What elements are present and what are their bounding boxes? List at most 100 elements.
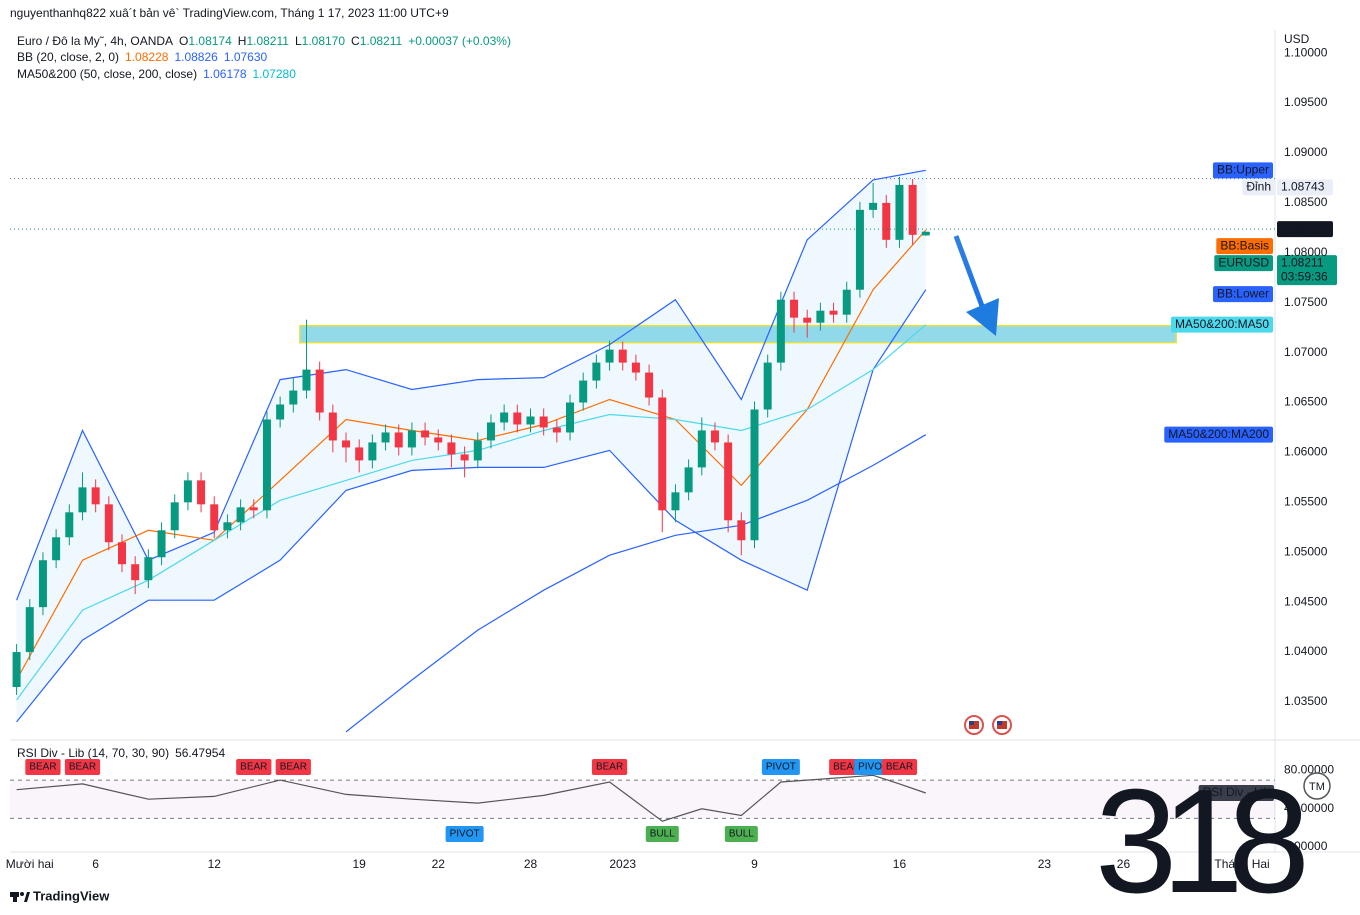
signal-box bbox=[25, 759, 61, 775]
candle-body bbox=[579, 380, 588, 403]
logo-part bbox=[24, 892, 30, 902]
signal-label: PIVOT bbox=[766, 762, 796, 773]
signal-label: BEAR bbox=[886, 762, 913, 773]
candle-body bbox=[249, 507, 258, 511]
candle-body bbox=[368, 442, 377, 461]
watermark-text: 318 bbox=[1095, 759, 1310, 915]
candle-body bbox=[737, 520, 746, 541]
zone bbox=[299, 324, 1177, 344]
candle-body bbox=[355, 447, 364, 461]
candle-body bbox=[262, 419, 271, 511]
candle-body bbox=[170, 502, 179, 531]
signal-label: BEAR bbox=[29, 762, 56, 773]
candle-body bbox=[434, 437, 443, 443]
ohlc-key: L bbox=[295, 34, 302, 48]
price-tag bbox=[1164, 426, 1273, 443]
price-tag bbox=[1212, 162, 1273, 179]
rsi-tag bbox=[1198, 785, 1274, 802]
candle-body bbox=[605, 349, 614, 363]
candle-body bbox=[842, 289, 851, 315]
indicator-name: MA50&200 (50, close, 200, close) bbox=[17, 67, 197, 81]
rsi-title: RSI Div - Lib (14, 70, 30, 90) 56.47954 bbox=[17, 746, 225, 760]
x-tick-label: 12 bbox=[208, 857, 222, 871]
candle-body bbox=[197, 480, 206, 505]
indicator-value: 1.07630 bbox=[224, 50, 268, 64]
candle-body bbox=[882, 202, 891, 240]
candle-body bbox=[460, 454, 469, 461]
arrow-shaft bbox=[953, 235, 985, 307]
candle-body bbox=[25, 607, 34, 653]
overlay-line bbox=[16, 169, 926, 601]
candle-body bbox=[52, 537, 61, 561]
candle-body bbox=[38, 560, 47, 608]
price-tags: BB:Upper Đỉnh 1.08743 1.08237 BB:Basis EURUSD… bbox=[1164, 162, 1337, 443]
candle-body bbox=[829, 310, 838, 315]
candle-body bbox=[302, 369, 311, 391]
y-tick-label: 1.09000 bbox=[1284, 145, 1328, 159]
candle-body bbox=[183, 480, 192, 503]
level-value: 1.08743 bbox=[1281, 180, 1325, 194]
candle-body bbox=[342, 440, 351, 448]
level-value: 1.08237 bbox=[1281, 221, 1325, 235]
y-tick-label: 1.08500 bbox=[1284, 195, 1328, 209]
watermark: 318 TM bbox=[1095, 759, 1331, 915]
candle-body bbox=[118, 542, 127, 565]
ohlc-key: H bbox=[238, 34, 247, 48]
y-tick-label: 1.07000 bbox=[1284, 345, 1328, 359]
price-tag bbox=[1216, 238, 1273, 255]
candle-body bbox=[447, 442, 456, 455]
candle-body bbox=[328, 412, 337, 441]
signal-box bbox=[881, 759, 918, 775]
candle-body bbox=[421, 430, 430, 438]
legend-indicator-line: BB (20, close, 2, 0) 1.08228 1.08826 1.0763… bbox=[17, 50, 268, 64]
price-tag-label: EURUSD bbox=[1218, 255, 1269, 269]
signal-label: BEAR bbox=[69, 762, 96, 773]
signal-box bbox=[236, 759, 272, 775]
signal-box bbox=[445, 826, 484, 842]
signal-label: BEAR bbox=[240, 762, 267, 773]
candle-body bbox=[144, 557, 153, 581]
candle-body bbox=[763, 362, 772, 410]
candle-body bbox=[750, 409, 759, 541]
candle-body bbox=[803, 317, 812, 323]
candle-body bbox=[276, 404, 285, 420]
price-tag-label: BB:Basis bbox=[1220, 238, 1269, 252]
x-tick-label: 6 bbox=[92, 857, 99, 871]
arrow bbox=[953, 235, 999, 336]
candle-body bbox=[539, 416, 548, 428]
change: +0.00037 (+0.03%) bbox=[408, 34, 511, 48]
signal-label: BEAR bbox=[280, 762, 307, 773]
brand: TradingView bbox=[33, 888, 110, 903]
rsi-band bbox=[10, 780, 1275, 819]
x-tick-label: 9 bbox=[751, 857, 758, 871]
price-tag-label: BB:Lower bbox=[1217, 286, 1269, 300]
candle-body bbox=[776, 299, 785, 363]
candle-body bbox=[12, 652, 21, 687]
x-tick-label: 19 bbox=[353, 857, 367, 871]
x-tick-label: 23 bbox=[1038, 857, 1052, 871]
footer: TradingView bbox=[10, 888, 110, 903]
signal-box bbox=[275, 759, 311, 775]
ohlc-value: 1.08170 bbox=[302, 34, 346, 48]
indicator-value: 1.08228 bbox=[125, 50, 169, 64]
last-price: 1.08211 bbox=[1281, 255, 1324, 269]
signal-label: BULL bbox=[650, 829, 675, 840]
signal-box bbox=[645, 826, 679, 842]
rsi-tag-label: RSI Div - Lib bbox=[1203, 785, 1271, 799]
y-tick-label: 1.09500 bbox=[1284, 95, 1328, 109]
candle-body bbox=[855, 209, 864, 290]
flag-canton bbox=[969, 721, 974, 725]
candle-body bbox=[592, 362, 601, 381]
last-price-box bbox=[1277, 255, 1337, 286]
candle-body bbox=[394, 432, 403, 448]
y-tick-label: 1.07500 bbox=[1284, 295, 1328, 309]
price-tag bbox=[1212, 286, 1273, 303]
candle-body bbox=[895, 184, 904, 240]
ohlc-value: 1.08174 bbox=[188, 34, 232, 48]
candle-body bbox=[697, 430, 706, 468]
price-tag-label: BB:Upper bbox=[1217, 163, 1269, 177]
signal-box bbox=[724, 826, 758, 842]
candle-body bbox=[513, 412, 522, 425]
